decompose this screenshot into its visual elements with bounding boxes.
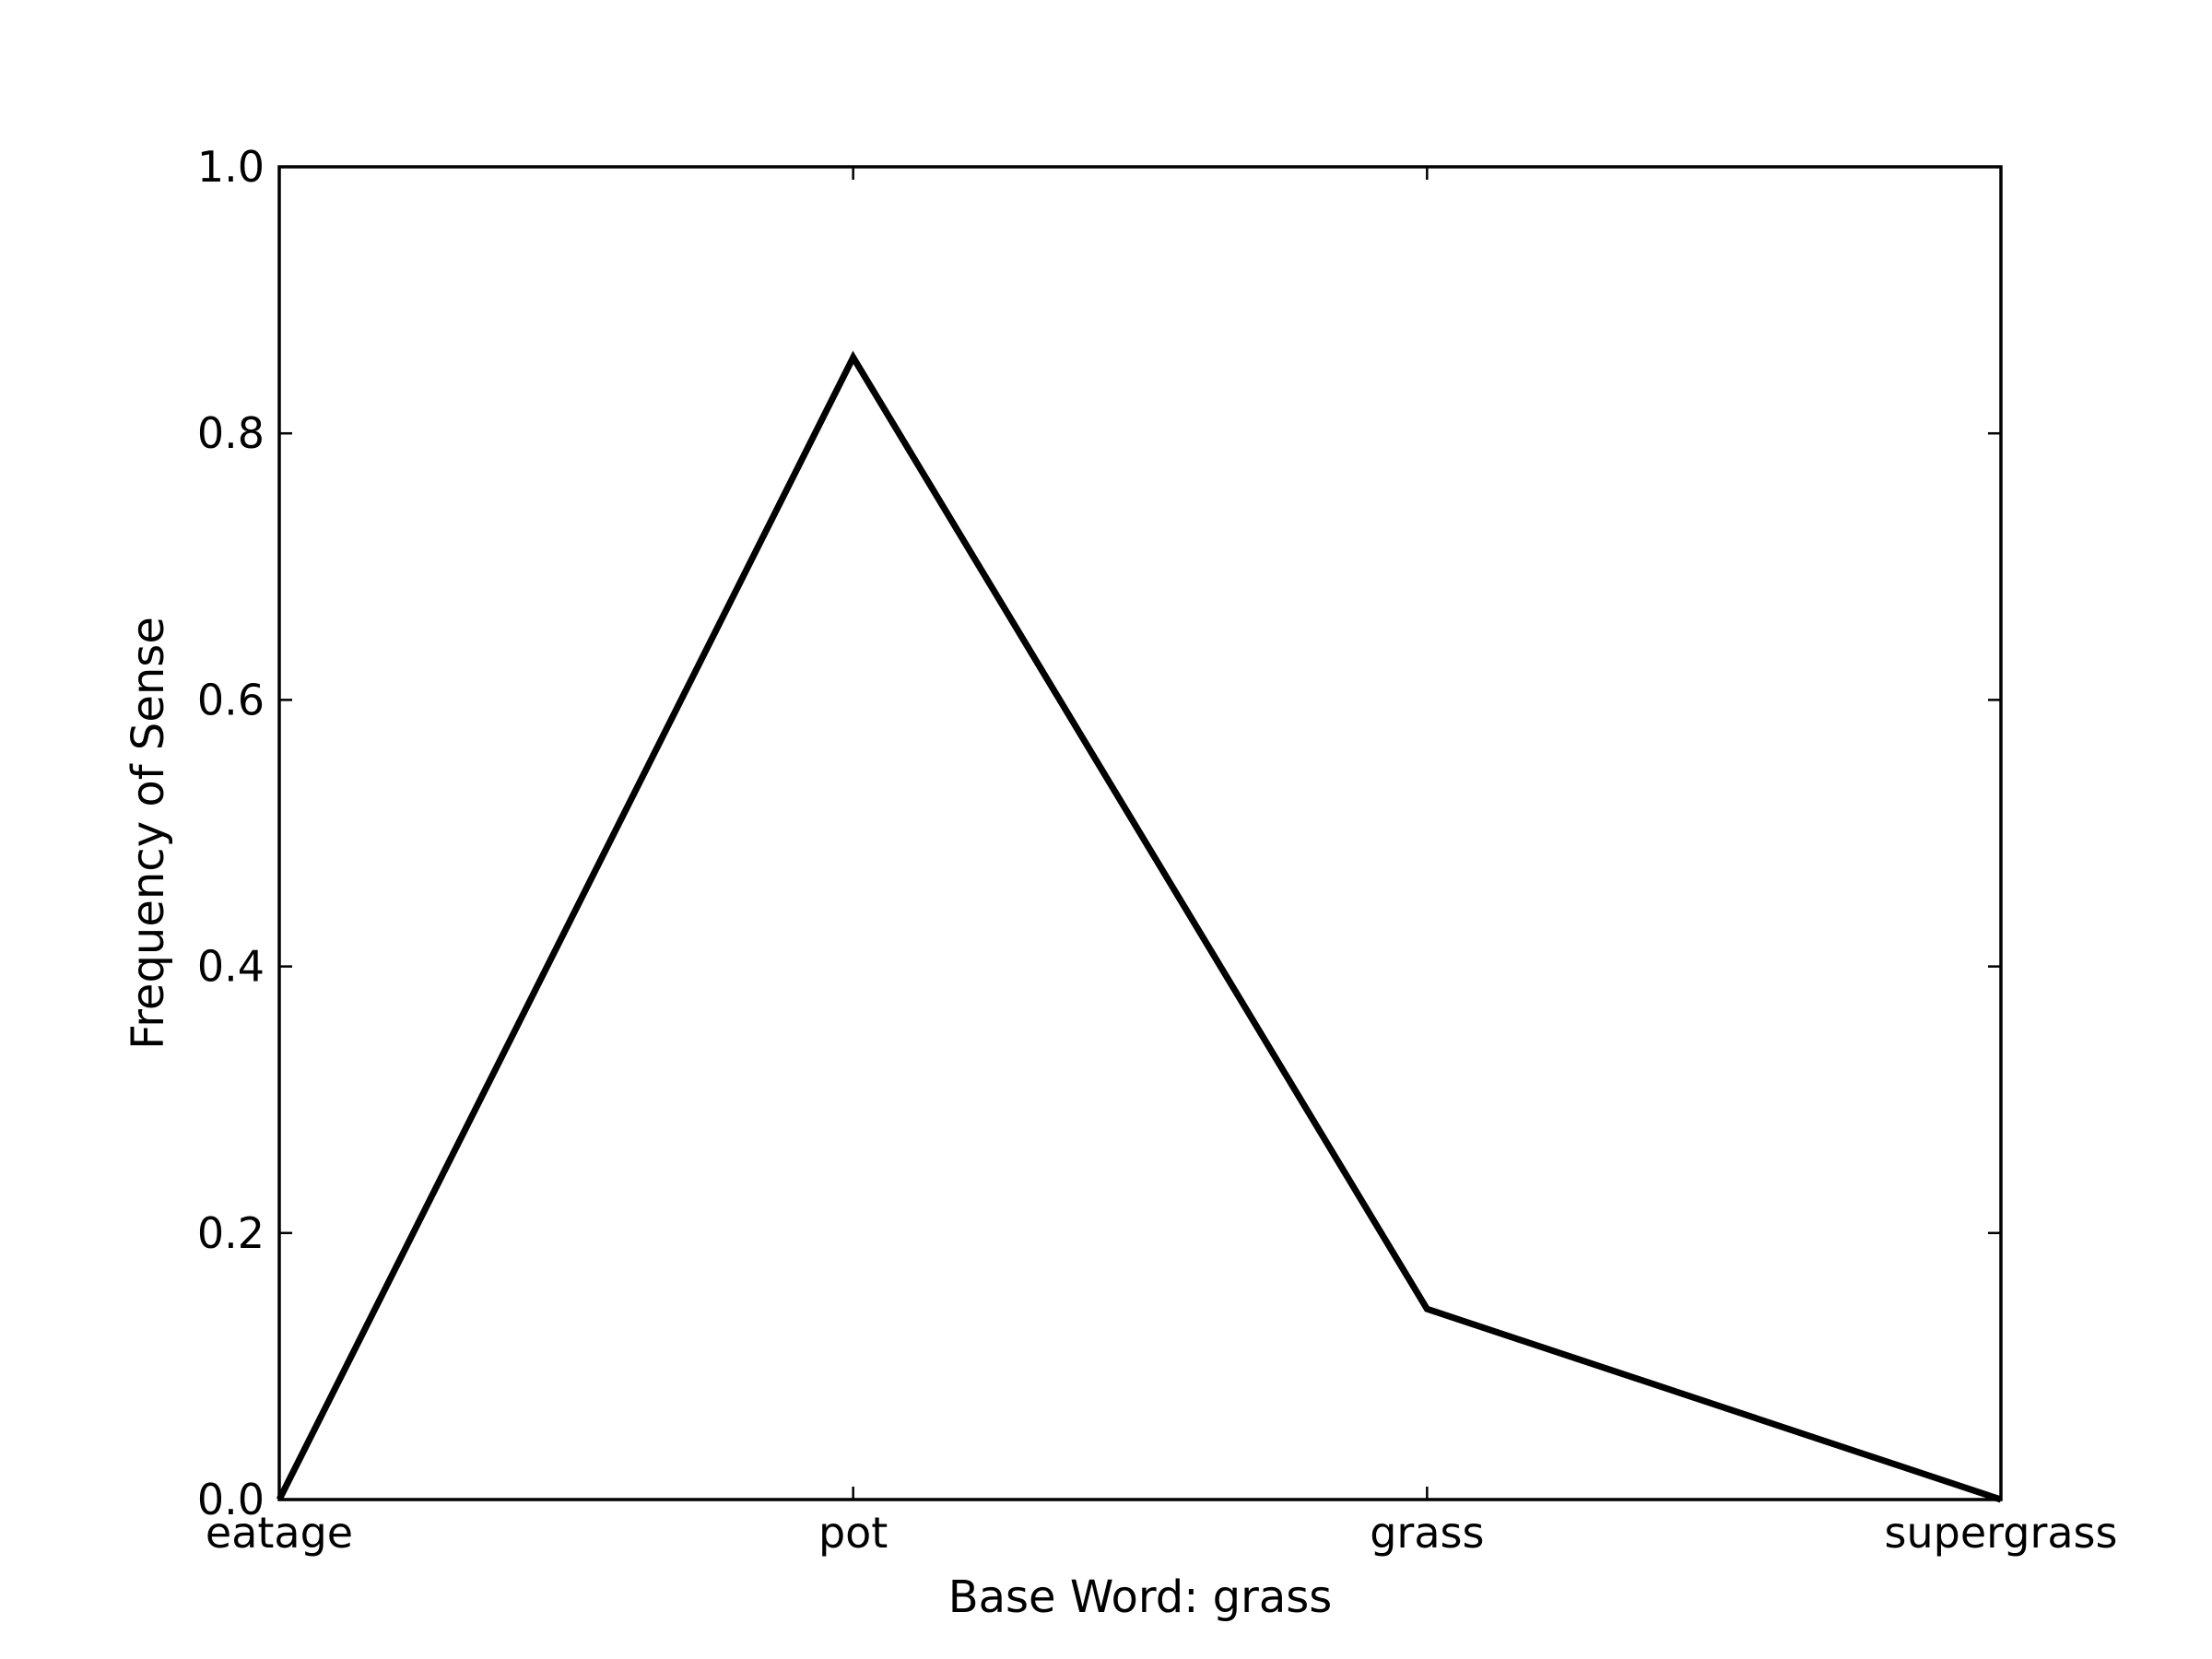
y-tick-label: 0.8	[197, 408, 265, 458]
y-tick-label: 1.0	[197, 142, 265, 192]
y-axis-label: Frequency of Sense	[123, 617, 174, 1050]
y-tick-label: 0.2	[197, 1208, 265, 1258]
x-tick-label: eatage	[206, 1508, 353, 1558]
x-axis-label: Base Word: grass	[948, 1571, 1333, 1623]
x-tick-label: pot	[818, 1508, 888, 1558]
y-tick-label: 0.0	[197, 1475, 265, 1524]
ticks-layer	[277, 165, 2003, 1501]
x-tick-label: grass	[1370, 1508, 1484, 1558]
x-tick-label: supergrass	[1885, 1508, 2118, 1558]
y-tick-label: 0.6	[197, 675, 265, 724]
y-tick-label: 0.4	[197, 942, 265, 992]
plot-frame	[277, 165, 2003, 1501]
tick-labels-layer: eatage pot grass supergrass 0.0 0.2 0.4 0.6 0.8 1…	[197, 142, 2118, 1558]
series-line	[276, 350, 2003, 1503]
